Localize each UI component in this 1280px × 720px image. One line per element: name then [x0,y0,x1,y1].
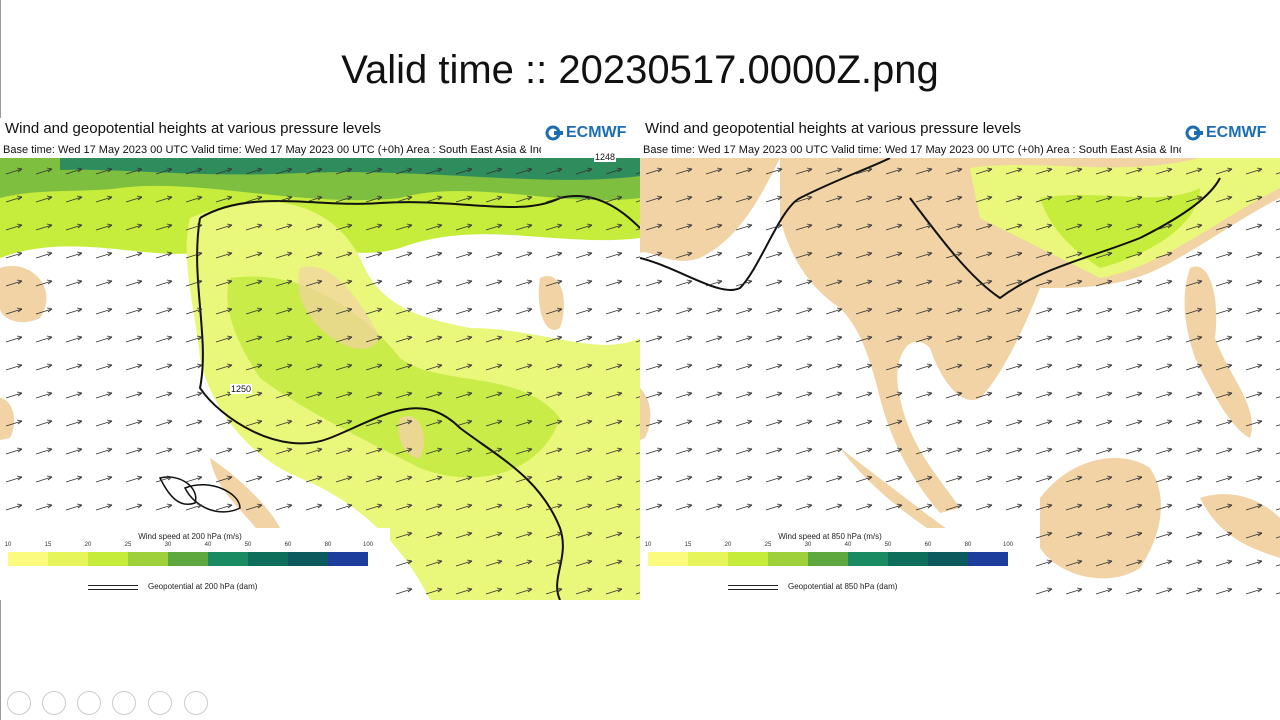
logo-icon [545,125,563,141]
legend-tick: 10 [644,542,652,548]
logo-text: ECMWF [1206,124,1267,141]
legend-tick: 80 [964,542,972,548]
line-sample [728,585,778,590]
legend-tick: 50 [244,542,252,548]
map-panel: Wind and geopotential heights at various… [640,118,1280,600]
nav-zoom[interactable] [148,691,172,715]
base-time: Base time: Wed 17 May 2023 00 UTC Valid … [0,142,541,158]
nav-pen[interactable] [77,691,101,715]
map-panel: 1248 1250 Wind and geopotential heights … [0,118,640,600]
contour-label: 1248 [594,152,617,162]
panel-heading: Wind and geopotential heights at various… [643,120,1024,137]
line-label: Geopotential at 200 hPa (dam) [148,582,258,591]
color-swatch [88,552,128,566]
color-swatch [48,552,88,566]
color-swatch [168,552,208,566]
color-swatch [208,552,248,566]
color-swatch [968,552,1008,566]
legend-title: Wind speed at 200 hPa (m/s) [138,532,242,541]
color-swatch [648,552,688,566]
color-swatch [288,552,328,566]
color-swatch [128,552,168,566]
color-swatch [848,552,888,566]
legend-tick: 15 [44,542,52,548]
legend-tick: 20 [84,542,92,548]
logo-icon [1185,125,1203,141]
color-swatch [808,552,848,566]
legend-tick: 30 [164,542,172,548]
color-swatch [928,552,968,566]
logo-text: ECMWF [566,124,627,141]
legend-ticks: 10 15 20 25 30 40 50 60 80 100 [640,542,1030,552]
color-bar [8,552,368,566]
legend-tick: 30 [804,542,812,548]
legend-title: Wind speed at 850 hPa (m/s) [778,532,882,541]
legend-tick: 10 [4,542,12,548]
nav-slides[interactable] [112,691,136,715]
line-sample [88,585,138,590]
color-swatch [688,552,728,566]
legend-tick: 25 [124,542,132,548]
legend-tick: 40 [204,542,212,548]
legend: Wind speed at 200 hPa (m/s) 10 15 20 25 30 40… [0,528,390,600]
color-swatch [328,552,368,566]
legend-tick: 80 [324,542,332,548]
color-swatch [728,552,768,566]
color-swatch [8,552,48,566]
color-bar [648,552,1008,566]
legend-tick: 20 [724,542,732,548]
legend-tick: 50 [884,542,892,548]
ecmwf-logo: ECMWF [1185,122,1280,144]
color-swatch [248,552,288,566]
map [640,158,1280,600]
map [0,158,640,600]
legend-tick: 100 [1002,542,1014,548]
legend-tick: 60 [924,542,932,548]
legend-tick: 25 [764,542,772,548]
contour-label: 1250 [230,384,253,394]
color-swatch [768,552,808,566]
slide-title: Valid time :: 20230517.0000Z.png [341,48,939,92]
nav-back[interactable] [7,691,31,715]
legend: Wind speed at 850 hPa (m/s) 10 15 20 25 30 40… [640,528,1030,600]
base-time: Base time: Wed 17 May 2023 00 UTC Valid … [640,142,1181,158]
legend-tick: 15 [684,542,692,548]
panel-heading: Wind and geopotential heights at various… [3,120,384,137]
legend-tick: 60 [284,542,292,548]
legend-tick: 40 [844,542,852,548]
nav-forward[interactable] [42,691,66,715]
color-swatch [888,552,928,566]
legend-ticks: 10 15 20 25 30 40 50 60 80 100 [0,542,390,552]
line-label: Geopotential at 850 hPa (dam) [788,582,898,591]
ecmwf-logo: ECMWF [545,122,640,144]
nav-more[interactable] [184,691,208,715]
legend-tick: 100 [362,542,374,548]
